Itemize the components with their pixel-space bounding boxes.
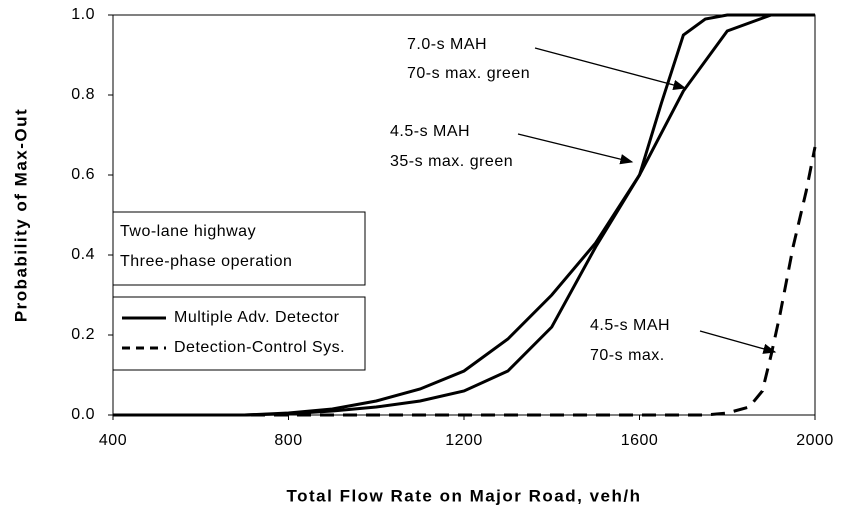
- legend-label: Detection-Control Sys.: [174, 339, 345, 356]
- x-tick-label: 1200: [445, 432, 483, 449]
- info-box: [112, 211, 366, 286]
- arrow: [534, 47, 687, 91]
- arrow: [699, 330, 777, 354]
- arrow: [517, 133, 634, 165]
- x-tick-label: 1600: [621, 432, 659, 449]
- y-tick-label: 0.8: [71, 86, 95, 103]
- x-tick-label: 800: [274, 432, 302, 449]
- y-tick-label: 0.4: [71, 246, 95, 263]
- x-axis-title: Total Flow Rate on Major Road, veh/h: [287, 486, 642, 505]
- info-text: Two-lane highway: [120, 223, 256, 240]
- annotation: 70-s max.: [590, 347, 665, 364]
- legend-label: Multiple Adv. Detector: [174, 309, 340, 326]
- x-tick-label: 400: [99, 432, 127, 449]
- x-tick-label: 2000: [796, 432, 834, 449]
- y-tick-label: 0.2: [71, 326, 95, 343]
- annotation: 70-s max. green: [407, 65, 530, 82]
- legend-box: [112, 296, 366, 371]
- y-tick-label: 0.0: [71, 406, 95, 423]
- info-text: Three-phase operation: [120, 253, 292, 270]
- line-series: [113, 13, 815, 417]
- y-tick-label: 0.6: [71, 166, 95, 183]
- annotation: 4.5-s MAH: [390, 123, 470, 140]
- line-series: [113, 146, 817, 417]
- annotation: 7.0-s MAH: [407, 36, 487, 53]
- y-tick-label: 1.0: [71, 6, 95, 23]
- annotation: 35-s max. green: [390, 153, 513, 170]
- y-axis-title: Probability of Max-Out: [11, 108, 30, 322]
- annotation: 4.5-s MAH: [590, 317, 670, 334]
